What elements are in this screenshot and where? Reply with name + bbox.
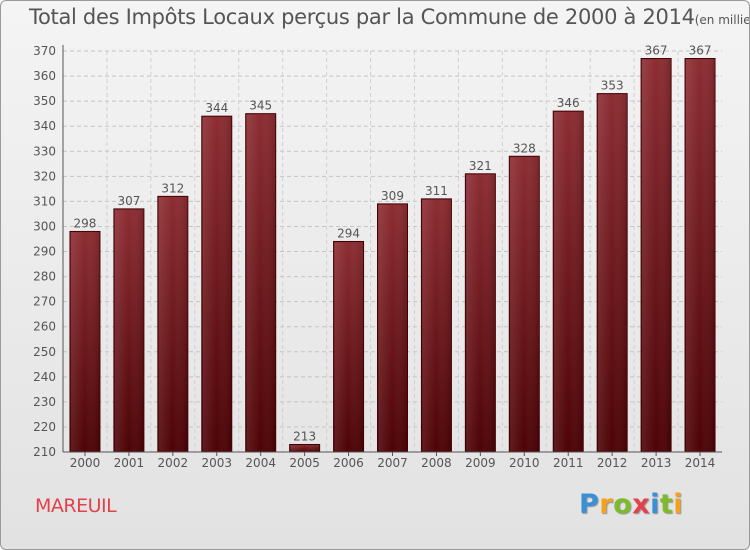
data-label: 344 bbox=[205, 101, 228, 115]
logo-letter: o bbox=[613, 489, 633, 520]
data-label: 346 bbox=[557, 96, 580, 110]
y-tick-label: 290 bbox=[33, 245, 56, 259]
logo-letter: t bbox=[659, 489, 674, 520]
data-label: 213 bbox=[293, 429, 316, 443]
y-tick-label: 270 bbox=[33, 295, 56, 309]
logo-letter: x bbox=[632, 489, 651, 520]
logo-letter: r bbox=[599, 489, 614, 520]
y-tick-label: 350 bbox=[33, 94, 56, 108]
y-tick-label: 340 bbox=[33, 119, 56, 133]
bar-shine bbox=[554, 112, 583, 452]
x-tick-label: 2011 bbox=[553, 456, 584, 470]
data-label: 321 bbox=[469, 159, 492, 173]
y-tick-label: 260 bbox=[33, 320, 56, 334]
y-tick-label: 230 bbox=[33, 395, 56, 409]
data-label: 353 bbox=[601, 79, 624, 93]
data-label: 345 bbox=[249, 99, 272, 113]
logo-letter: i bbox=[650, 489, 660, 520]
data-label: 309 bbox=[381, 189, 404, 203]
bar-shine bbox=[510, 157, 539, 451]
data-label: 328 bbox=[513, 141, 536, 155]
x-tick-label: 2006 bbox=[333, 456, 364, 470]
bar-shine bbox=[422, 199, 451, 451]
bar-shine bbox=[598, 94, 627, 451]
x-tick-label: 2008 bbox=[421, 456, 452, 470]
y-tick-label: 310 bbox=[33, 194, 56, 208]
chart-title-text: Total des Impôts Locaux perçus par la Co… bbox=[29, 5, 695, 29]
logo-letter: P bbox=[579, 489, 600, 520]
x-tick-label: 2013 bbox=[641, 456, 672, 470]
bar-shine bbox=[378, 204, 407, 451]
axis-layer: 210 220 230 240 250 260 270 280 290 300 310 320 330 3… bbox=[33, 44, 722, 470]
data-label: 311 bbox=[425, 184, 448, 198]
x-tick-label: 2007 bbox=[377, 456, 408, 470]
commune-name: MAREUIL bbox=[35, 495, 117, 517]
data-label: 367 bbox=[645, 44, 668, 58]
y-tick-label: 250 bbox=[33, 345, 56, 359]
x-tick-label: 2004 bbox=[245, 456, 276, 470]
y-tick-label: 280 bbox=[33, 270, 56, 284]
y-tick-label: 300 bbox=[33, 219, 56, 233]
x-tick-label: 2010 bbox=[509, 456, 540, 470]
y-tick-label: 370 bbox=[33, 44, 56, 58]
chart-title: Total des Impôts Locaux perçus par la Co… bbox=[29, 5, 750, 29]
x-tick-label: 2005 bbox=[289, 456, 320, 470]
y-tick-label: 320 bbox=[33, 169, 56, 183]
bar-shine bbox=[466, 174, 495, 451]
x-tick-label: 2009 bbox=[465, 456, 496, 470]
bar-shine bbox=[686, 59, 715, 452]
bar-shine bbox=[158, 197, 187, 451]
y-tick-label: 360 bbox=[33, 69, 56, 83]
x-tick-label: 2003 bbox=[201, 456, 232, 470]
bar-shine bbox=[642, 59, 671, 452]
bar-shine bbox=[202, 117, 231, 451]
chart-unit: (en milliers d'€) bbox=[694, 13, 750, 27]
x-tick-label: 2000 bbox=[70, 456, 101, 470]
x-tick-label: 2012 bbox=[597, 456, 628, 470]
data-label: 312 bbox=[161, 181, 184, 195]
bar-shine bbox=[334, 242, 363, 451]
y-tick-label: 220 bbox=[33, 420, 56, 434]
x-tick-label: 2002 bbox=[158, 456, 189, 470]
bar-shine bbox=[246, 114, 275, 451]
bar-shine bbox=[114, 209, 143, 451]
proxiti-logo: Proxiti bbox=[579, 489, 683, 520]
x-tick-label: 2014 bbox=[685, 456, 716, 470]
y-tick-label: 210 bbox=[33, 445, 56, 459]
y-tick-label: 240 bbox=[33, 370, 56, 384]
data-label: 367 bbox=[689, 44, 712, 58]
bar-layer: 298 307 312 344 345 213 294 309 311 321 328 346 353 3… bbox=[69, 44, 716, 453]
data-label: 307 bbox=[117, 194, 140, 208]
bar-shine bbox=[290, 445, 319, 451]
bar-shine bbox=[70, 232, 99, 451]
logo-letter: i bbox=[673, 489, 684, 520]
data-label: 294 bbox=[337, 226, 360, 240]
y-tick-label: 330 bbox=[33, 144, 56, 158]
data-label: 298 bbox=[74, 216, 97, 230]
x-tick-label: 2001 bbox=[114, 456, 145, 470]
